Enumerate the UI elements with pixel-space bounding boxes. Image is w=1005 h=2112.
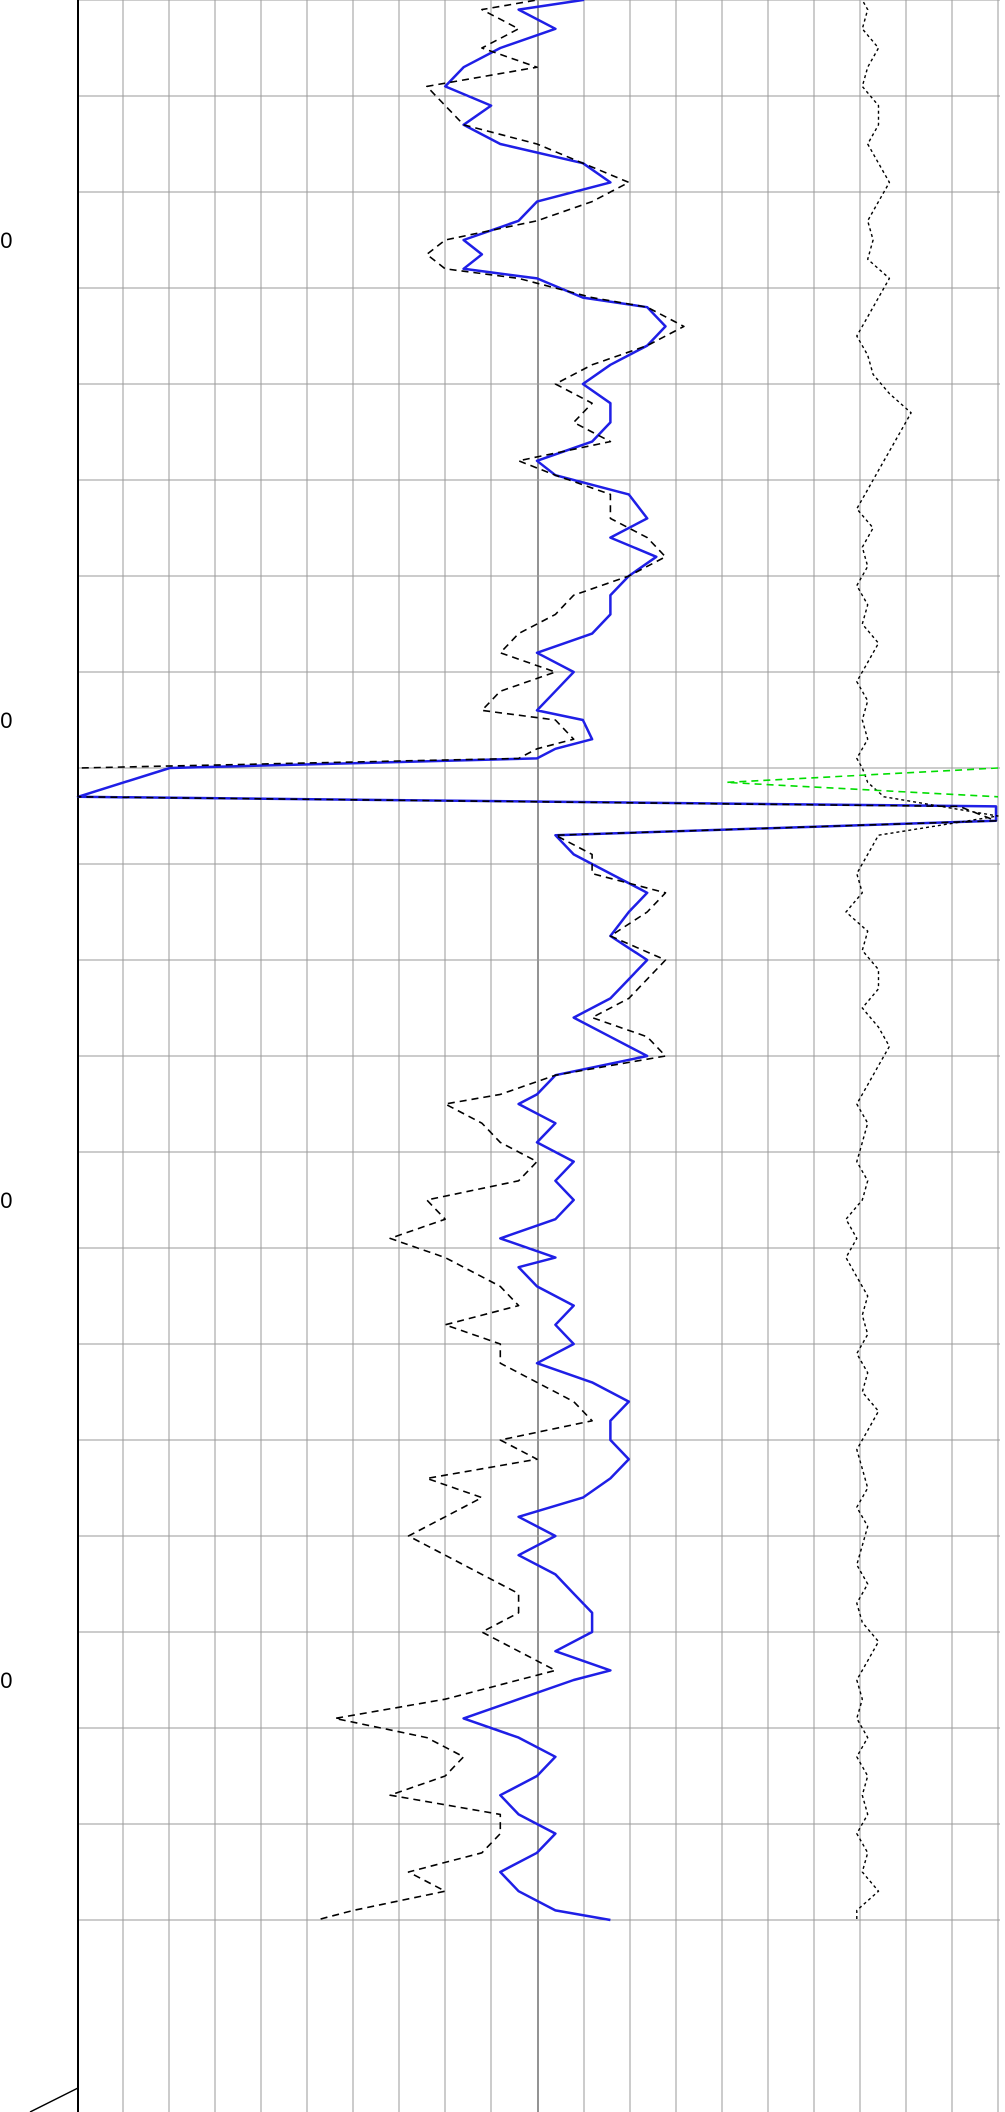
depth-tick-label: 50 [0, 228, 12, 253]
series-line-2 [77, 0, 997, 1921]
depth-tick-label: 80 [0, 1668, 12, 1693]
depth-tick-label: 60 [0, 708, 12, 733]
depth-tick-labels: 50 60 70 80 [0, 228, 12, 1693]
series-line-1 [76, 0, 998, 1922]
chart-grid [77, 0, 1000, 2112]
depth-tick-label: 70 [0, 1188, 12, 1213]
series-line-3 [845, 0, 999, 1920]
axis-corner-mark [29, 2087, 79, 2112]
series-layer [76, 0, 999, 1922]
depth-axis [29, 0, 79, 2112]
series-line-4 [725, 767, 999, 798]
